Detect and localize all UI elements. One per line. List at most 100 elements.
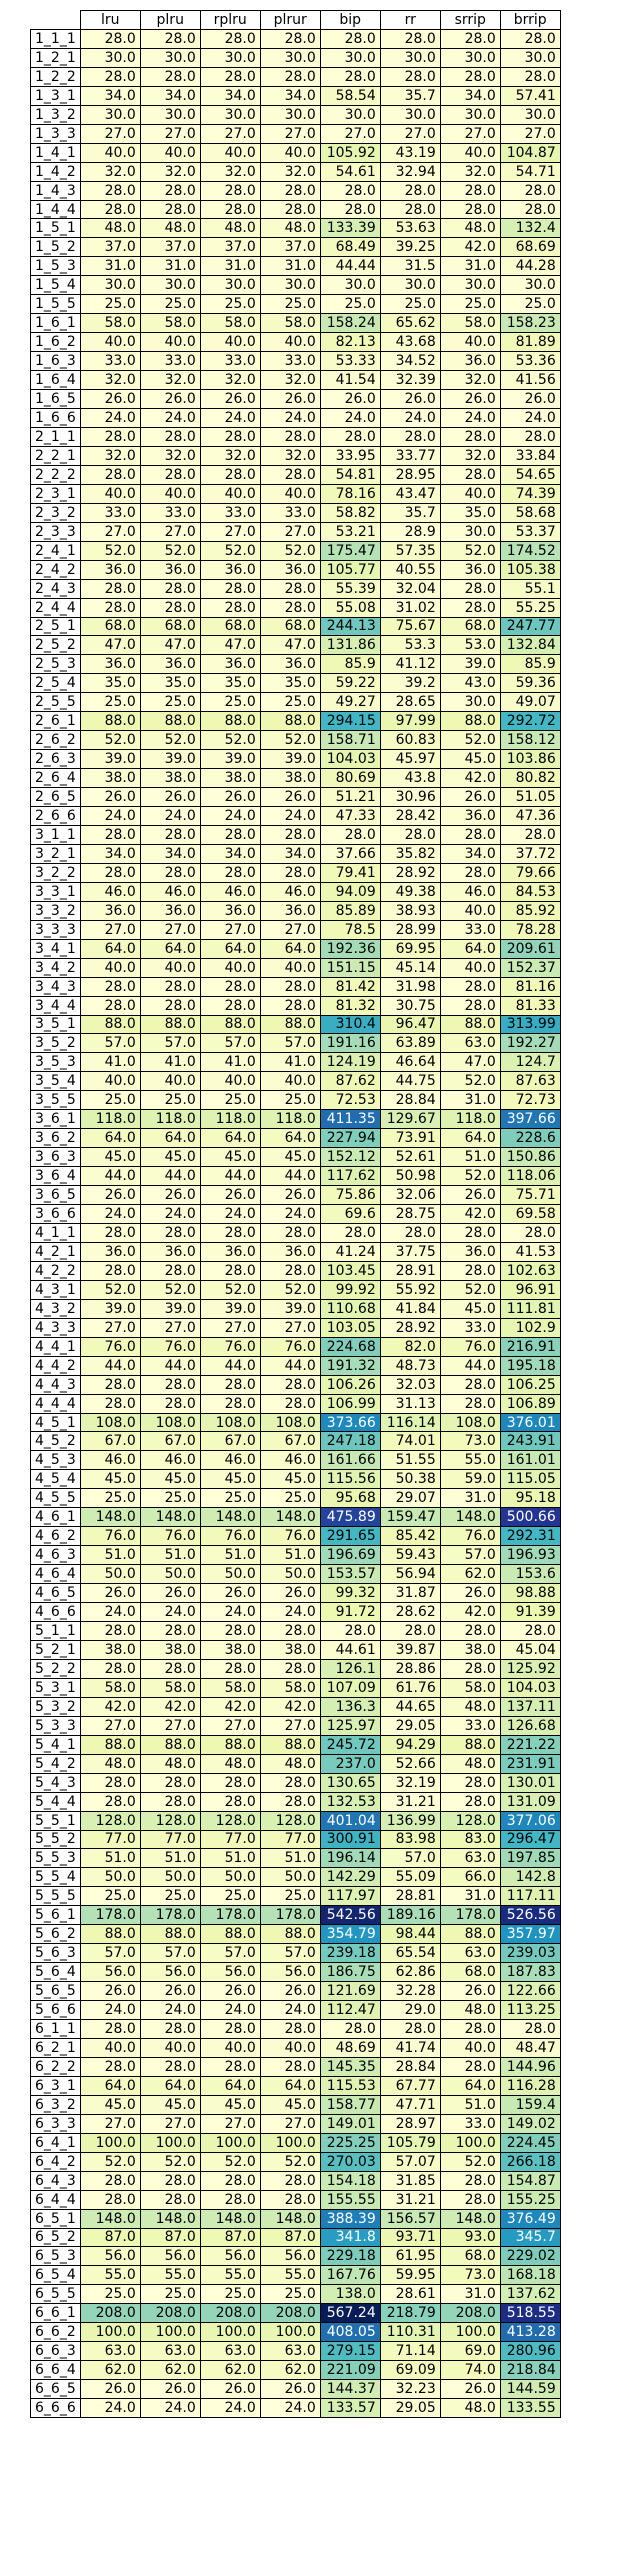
heatmap-cell: 39.0 [199,1298,261,1319]
row-header: 1_6_2 [30,332,81,353]
heatmap-cell: 72.73 [499,1090,561,1111]
heatmap-cell: 28.0 [499,1621,561,1641]
heatmap-cell: 33.0 [139,502,201,523]
table-row: 2_4_4 28.0 28.0 28.0 28.0 55.08 31.02 28.0 55.25 [30,597,561,618]
row-header: 6_4_2 [30,2151,81,2172]
heatmap-cell: 148.0 [259,1507,321,1528]
heatmap-cell: 28.0 [139,66,201,87]
heatmap-cell: 296.47 [499,1829,561,1850]
heatmap-cell: 28.0 [259,1791,321,1812]
heatmap-cell: 30.0 [439,275,501,296]
heatmap-cell: 27.0 [199,2113,261,2134]
heatmap-cell: 36.0 [439,351,501,372]
heatmap-cell: 108.0 [139,1412,201,1433]
row-header: 2_3_3 [30,521,81,542]
heatmap-cell: 30.0 [199,275,261,296]
heatmap-cell: 25.0 [199,2284,261,2305]
table-row: 4_6_5 26.0 26.0 26.0 26.0 99.32 31.87 26.0 98.88 [30,1583,561,1604]
heatmap-cell: 53.63 [379,218,441,239]
heatmap-cell: 208.0 [439,2303,501,2324]
row-header: 2_5_4 [30,673,81,694]
heatmap-cell: 28.0 [439,426,501,447]
heatmap-cell: 209.61 [499,938,561,959]
heatmap-cell: 27.0 [139,2113,201,2134]
heatmap-cell: 59.0 [439,1469,501,1490]
heatmap-cell: 40.0 [439,2037,501,2058]
heatmap-cell: 36.0 [79,900,141,921]
heatmap-cell: 28.0 [139,199,201,220]
heatmap-cell: 345.7 [499,2227,561,2248]
heatmap-cell: 376.49 [499,2208,561,2229]
heatmap-cell: 24.0 [79,2000,141,2021]
heatmap-cell: 115.53 [319,2075,381,2096]
heatmap-cell: 73.0 [439,2265,501,2286]
row-header: 5_4_4 [30,1791,81,1812]
heatmap-cell: 64.0 [259,1128,321,1149]
table-row: 6_5_5 25.0 25.0 25.0 25.0 138.0 28.61 31.0 137.6… [30,2284,561,2305]
heatmap-cell: 95.18 [499,1488,561,1509]
heatmap-cell: 25.0 [199,294,261,315]
row-header: 1_4_1 [30,142,81,163]
heatmap-cell: 28.0 [79,199,141,220]
heatmap-cell: 28.0 [199,1772,261,1793]
heatmap-cell: 26.0 [199,787,261,808]
row-header: 2_6_4 [30,768,81,789]
heatmap-cell: 40.0 [79,2037,141,2058]
heatmap-cell: 88.0 [439,711,501,732]
heatmap-cell: 40.0 [79,332,141,353]
heatmap-cell: 50.0 [199,1867,261,1888]
row-header: 2_4_2 [30,559,81,580]
heatmap-cell: 56.0 [199,2246,261,2267]
row-header: 4_5_4 [30,1469,81,1490]
table-row: 2_5_2 47.0 47.0 47.0 47.0 131.86 53.3 53.0 132.8… [30,635,561,656]
heatmap-cell: 100.0 [199,2322,261,2343]
heatmap-cell: 50.0 [259,1564,321,1585]
table-row: 2_6_3 39.0 39.0 39.0 39.0 104.03 45.97 45.0 103.… [30,749,561,770]
heatmap-cell: 31.0 [259,256,321,277]
heatmap-cell: 28.0 [199,1393,261,1414]
heatmap-cell: 28.9 [379,521,441,542]
row-header: 4_4_4 [30,1393,81,1414]
heatmap-cell: 133.55 [499,2398,561,2419]
table-row: 2_4_3 28.0 28.0 28.0 28.0 55.39 32.04 28.0 55.1 [30,578,561,599]
heatmap-cell: 27.0 [79,123,141,144]
heatmap-cell: 57.0 [79,1943,141,1964]
heatmap-cell: 31.0 [139,256,201,277]
heatmap-cell: 46.0 [259,1450,321,1471]
heatmap-cell: 73.0 [439,1431,501,1452]
table-row: 5_5_2 77.0 77.0 77.0 77.0 300.91 83.98 83.0 296.… [30,1829,561,1850]
heatmap-cell: 26.0 [439,1583,501,1604]
heatmap-cell: 28.0 [259,1393,321,1414]
heatmap-cell: 149.02 [499,2113,561,2134]
heatmap-cell: 28.0 [199,578,261,599]
heatmap-cell: 100.0 [439,2322,501,2343]
heatmap-cell: 133.57 [319,2398,381,2419]
heatmap-cell: 46.0 [259,881,321,902]
heatmap-cell: 44.61 [319,1639,381,1660]
heatmap-cell: 57.0 [199,1033,261,1054]
heatmap-cell: 45.0 [259,1147,321,1168]
heatmap-cell: 28.0 [259,2170,321,2191]
heatmap-cell: 28.0 [259,1260,321,1281]
heatmap-cell: 100.0 [79,2132,141,2153]
heatmap-cell: 52.0 [139,730,201,751]
heatmap-cell: 28.0 [499,2019,561,2039]
heatmap-cell: 40.0 [439,483,501,504]
heatmap-cell: 31.0 [439,1886,501,1907]
heatmap-cell: 28.0 [79,1260,141,1281]
heatmap-cell: 31.0 [439,2284,501,2305]
heatmap-cell: 36.0 [439,806,501,826]
heatmap-cell: 87.0 [139,2227,201,2248]
row-header: 1_4_4 [30,199,81,220]
heatmap-cell: 158.23 [499,313,561,334]
heatmap-cell: 33.0 [199,502,261,523]
row-header: 5_6_3 [30,1943,81,1964]
heatmap-cell: 28.0 [139,1791,201,1812]
heatmap-cell: 52.0 [439,1071,501,1092]
heatmap-cell: 156.57 [379,2208,441,2229]
heatmap-cell: 32.0 [79,370,141,391]
heatmap-cell: 137.11 [499,1696,561,1717]
table-row: 3_2_1 34.0 34.0 34.0 34.0 37.66 35.82 34.0 37.72 [30,843,561,864]
heatmap-cell: 28.0 [79,1621,141,1641]
heatmap-cell: 99.32 [319,1583,381,1604]
